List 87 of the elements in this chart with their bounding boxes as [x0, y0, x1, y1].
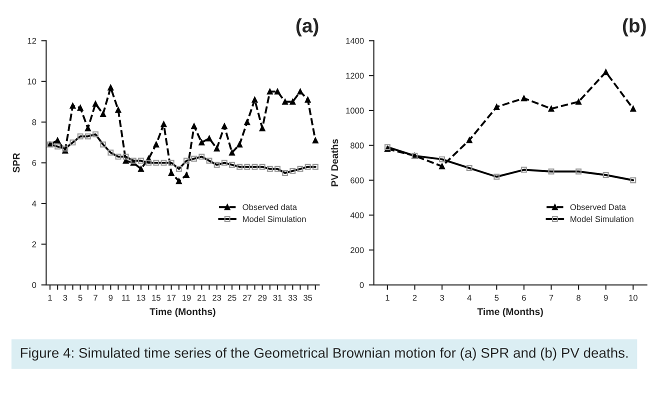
point — [115, 106, 122, 113]
x-axis-title: Time (Months) — [477, 308, 543, 318]
x-tick-label: 11 — [122, 294, 130, 301]
point — [191, 123, 198, 130]
y-tick-label: 400 — [350, 212, 364, 218]
point — [274, 88, 280, 95]
point — [54, 137, 61, 144]
point — [520, 95, 527, 102]
point — [84, 125, 91, 132]
x-tick-label: 5 — [78, 294, 82, 301]
x-tick-label: 17 — [167, 294, 176, 301]
x-tick-label: 23 — [212, 294, 222, 301]
x-tick-label: 7 — [549, 294, 554, 301]
x-tick-label: 2 — [412, 294, 417, 301]
point — [229, 150, 235, 156]
point — [602, 69, 609, 76]
x-tick-label: 10 — [629, 294, 638, 301]
point — [312, 137, 318, 144]
point — [176, 178, 182, 184]
point — [221, 123, 228, 130]
y-tick-label: 200 — [350, 247, 364, 254]
y-tick-label: 4 — [32, 200, 36, 207]
x-tick-label: 25 — [228, 294, 236, 301]
x-tick-label: 7 — [94, 294, 98, 301]
point — [304, 96, 311, 103]
x-tick-label: 31 — [273, 294, 282, 301]
legend-label: Model Simulation — [570, 216, 634, 222]
point — [92, 100, 98, 107]
x-tick-label: 9 — [108, 294, 113, 301]
point — [282, 98, 288, 105]
point — [100, 110, 106, 117]
x-tick-label: 3 — [440, 294, 444, 301]
x-tick-label: 33 — [288, 294, 297, 301]
point — [466, 137, 472, 144]
y-tick-label: 2 — [32, 241, 36, 248]
y-tick-label: 6 — [32, 160, 36, 166]
point — [244, 119, 250, 126]
point — [252, 96, 258, 103]
x-tick-label: 6 — [522, 294, 526, 301]
point — [160, 121, 167, 128]
y-tick-label: 10 — [28, 78, 36, 84]
x-tick-label: 27 — [242, 294, 252, 301]
y-tick-label: 8 — [32, 119, 36, 126]
y-tick-label: 12 — [28, 38, 36, 44]
point — [70, 102, 76, 109]
x-tick-label: 3 — [63, 294, 68, 301]
x-tick-label: 29 — [258, 294, 267, 301]
point — [122, 158, 129, 164]
chart-title: (a) — [296, 18, 318, 36]
point — [168, 170, 174, 176]
point — [259, 125, 266, 132]
x-tick-label: 9 — [604, 294, 608, 301]
y-axis-title: SPR — [12, 153, 20, 173]
point — [548, 106, 554, 112]
y-tick-label: 1000 — [346, 108, 364, 114]
point — [630, 106, 636, 112]
x-axis-title: Time (Months) — [150, 308, 216, 318]
point — [494, 104, 500, 110]
y-tick-label: 1200 — [346, 72, 364, 79]
caption: Figure 4: Simulated time series of the Geometrical Brownian motion for (a) SPR and (b) PV deaths. — [20, 348, 628, 361]
point — [290, 98, 296, 105]
y-tick-label: 600 — [350, 177, 364, 184]
legend-label: Model Simulation — [243, 216, 306, 222]
x-tick-label: 35 — [304, 294, 312, 301]
point — [77, 104, 84, 111]
y-tick-label: 1400 — [346, 38, 364, 44]
x-tick-label: 13 — [136, 294, 146, 301]
point — [206, 135, 212, 142]
point — [576, 98, 582, 105]
x-tick-label: 8 — [576, 294, 581, 301]
legend-label: Observed data — [242, 204, 297, 210]
point — [198, 139, 205, 146]
y-tick-label: 800 — [350, 142, 364, 148]
point — [439, 163, 446, 170]
x-tick-label: 19 — [182, 294, 191, 301]
x-tick-label: 1 — [386, 294, 390, 301]
chart-title: (b) — [622, 18, 646, 36]
y-tick-label: 0 — [360, 282, 364, 288]
y-tick-label: 0 — [32, 282, 36, 288]
x-tick-label: 4 — [467, 294, 472, 301]
x-tick-label: 1 — [48, 294, 52, 301]
y-axis-title: PV Deaths — [330, 139, 338, 186]
x-tick-label: 21 — [197, 294, 206, 301]
point — [138, 166, 144, 172]
legend-label: Observed Data — [570, 204, 626, 210]
x-tick-label: 5 — [494, 294, 499, 301]
x-tick-label: 15 — [152, 294, 160, 301]
